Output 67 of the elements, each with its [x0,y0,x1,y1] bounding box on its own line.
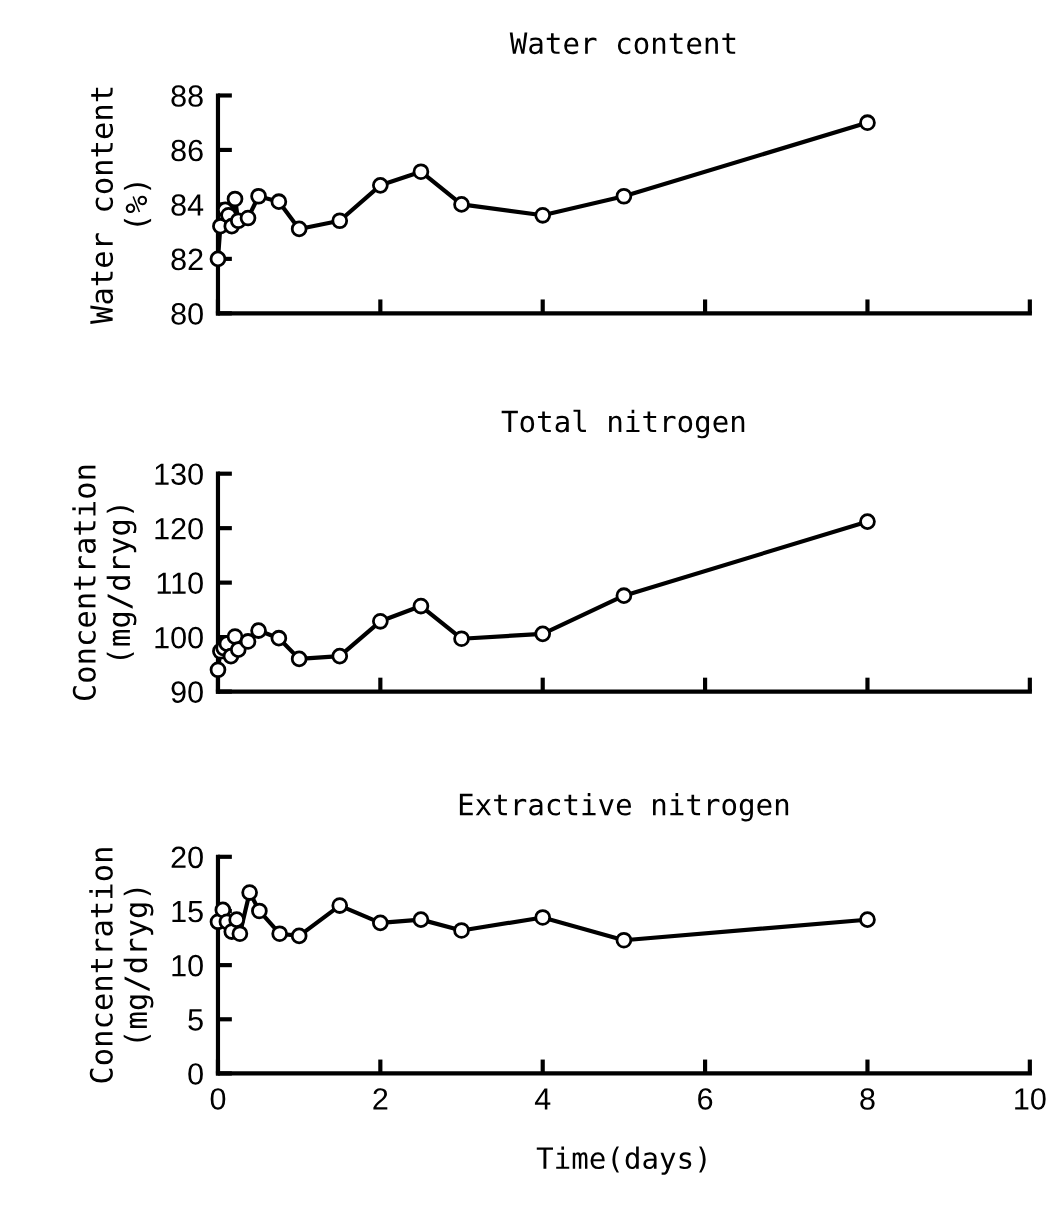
point [241,884,258,901]
point [372,612,389,630]
point [209,661,227,679]
point [250,187,267,205]
y-axis-title: Concentration (mg/dryg) [72,465,137,701]
point [271,925,289,943]
point [331,212,349,230]
point [290,650,308,668]
y-tick-label: 88 [171,85,203,107]
y-axis-title: Water content (%) [90,87,152,324]
point [209,250,227,268]
y-tick-label: 10 [172,954,203,977]
point [214,901,232,919]
point [331,647,349,665]
x-tick-label: 0 [210,1088,226,1110]
y-tick-label: 120 [155,517,203,540]
y-tick-label: 0 [188,1063,203,1085]
point [270,629,288,647]
y-tick-label: 110 [157,572,203,594]
point [239,633,257,650]
point [412,163,430,181]
point [372,914,389,932]
point [615,187,633,205]
y-tick-label: 130 [155,463,203,486]
x-tick-label: 8 [860,1088,875,1110]
point [412,597,430,615]
point [615,587,633,605]
point [534,206,552,224]
y-tick-label: 86 [171,139,203,162]
chart-title: Water content [509,32,736,55]
point [859,513,876,530]
y-tick-label: 20 [171,846,203,869]
y-tick-label: 15 [172,901,203,923]
y-tick-label: 100 [155,626,203,649]
point [453,196,470,213]
point [239,209,257,227]
chart-title: Extractive nitrogen [459,792,789,822]
y-tick-label: 90 [171,681,203,703]
x-tick-label: 6 [698,1088,713,1110]
y-axis-title: Concentration (mg/dryg) [89,848,154,1083]
point [859,911,876,928]
y-tick-label: 80 [171,303,203,325]
point [534,909,552,926]
point [859,114,876,132]
point [226,190,244,208]
x-axis-title: Time(days) [536,1146,706,1175]
point [615,931,633,949]
point [228,911,245,928]
point [290,220,308,238]
y-tick-label: 5 [188,1009,203,1031]
point [534,625,552,643]
point [372,177,389,194]
point [453,922,470,939]
point [231,925,249,943]
point [250,622,267,639]
point [331,897,349,914]
point [290,927,308,945]
x-tick-label: 4 [534,1088,551,1110]
chart-title: Total nitrogen [501,409,745,439]
point [453,630,470,648]
y-tick-label: 82 [171,248,203,271]
point [412,911,430,928]
x-tick-label: 2 [373,1088,388,1110]
x-tick-label: 10 [1015,1088,1046,1110]
y-tick-label: 84 [171,194,204,216]
point [270,193,288,211]
point [251,902,268,920]
